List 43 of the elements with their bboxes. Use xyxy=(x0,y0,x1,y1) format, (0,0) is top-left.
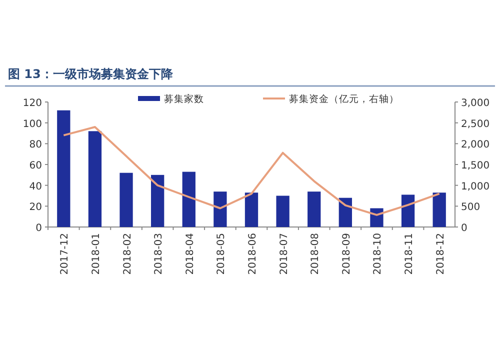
bar xyxy=(338,198,352,227)
y-tick-label: 80 xyxy=(29,140,42,151)
y-tick-label: 0 xyxy=(36,223,42,234)
x-tick-label: 2018-12 xyxy=(435,233,446,275)
x-tick-label: 2017-12 xyxy=(60,233,71,275)
x-tick-label: 2018-07 xyxy=(278,233,290,275)
bar xyxy=(88,131,102,227)
y-tick-label: 60 xyxy=(29,160,42,172)
y2-tick-label: 0 xyxy=(461,223,468,234)
y2-tick-label: 1,500 xyxy=(461,160,490,172)
y-tick-label: 100 xyxy=(22,118,42,130)
bar xyxy=(151,174,164,227)
x-tick-label: 2018-06 xyxy=(248,233,258,275)
x-tick-label: 2018-02 xyxy=(122,233,134,275)
y2-tick-label: 500 xyxy=(461,202,480,214)
line-series xyxy=(62,126,440,216)
x-tick-label: 2018-05 xyxy=(216,233,228,275)
y-tick-label: 120 xyxy=(22,98,42,109)
legend-label: 募集资金（亿元，右轴） xyxy=(289,93,399,105)
bar xyxy=(432,192,446,227)
bar xyxy=(308,192,321,227)
x-tick-label: 2018-01 xyxy=(90,233,102,275)
bar xyxy=(276,196,290,227)
legend-label: 募集家数 xyxy=(164,93,204,105)
bar xyxy=(401,194,415,227)
y2-tick-label: 2,000 xyxy=(461,140,490,151)
y-tick-label: 40 xyxy=(29,181,42,192)
chart-title: 图 13：一级市场募集资金下降 xyxy=(8,67,174,81)
y2-tick-label: 1,000 xyxy=(461,181,490,192)
x-tick-label: 2018-03 xyxy=(154,233,165,275)
bar xyxy=(182,172,196,227)
x-tick-label: 2018-04 xyxy=(184,233,196,275)
x-tick-label: 2018-11 xyxy=(404,233,416,275)
bar xyxy=(120,172,133,227)
y2-tick-label: 2,500 xyxy=(461,118,490,130)
bar xyxy=(214,192,227,227)
x-tick-label: 2018-08 xyxy=(310,233,322,275)
bar xyxy=(57,110,70,227)
x-tick-label: 2018-09 xyxy=(341,233,352,275)
bar xyxy=(244,192,258,227)
y-tick-label: 20 xyxy=(29,202,42,214)
y2-tick-label: 3,000 xyxy=(461,98,490,109)
x-tick-label: 2018-10 xyxy=(372,233,384,275)
